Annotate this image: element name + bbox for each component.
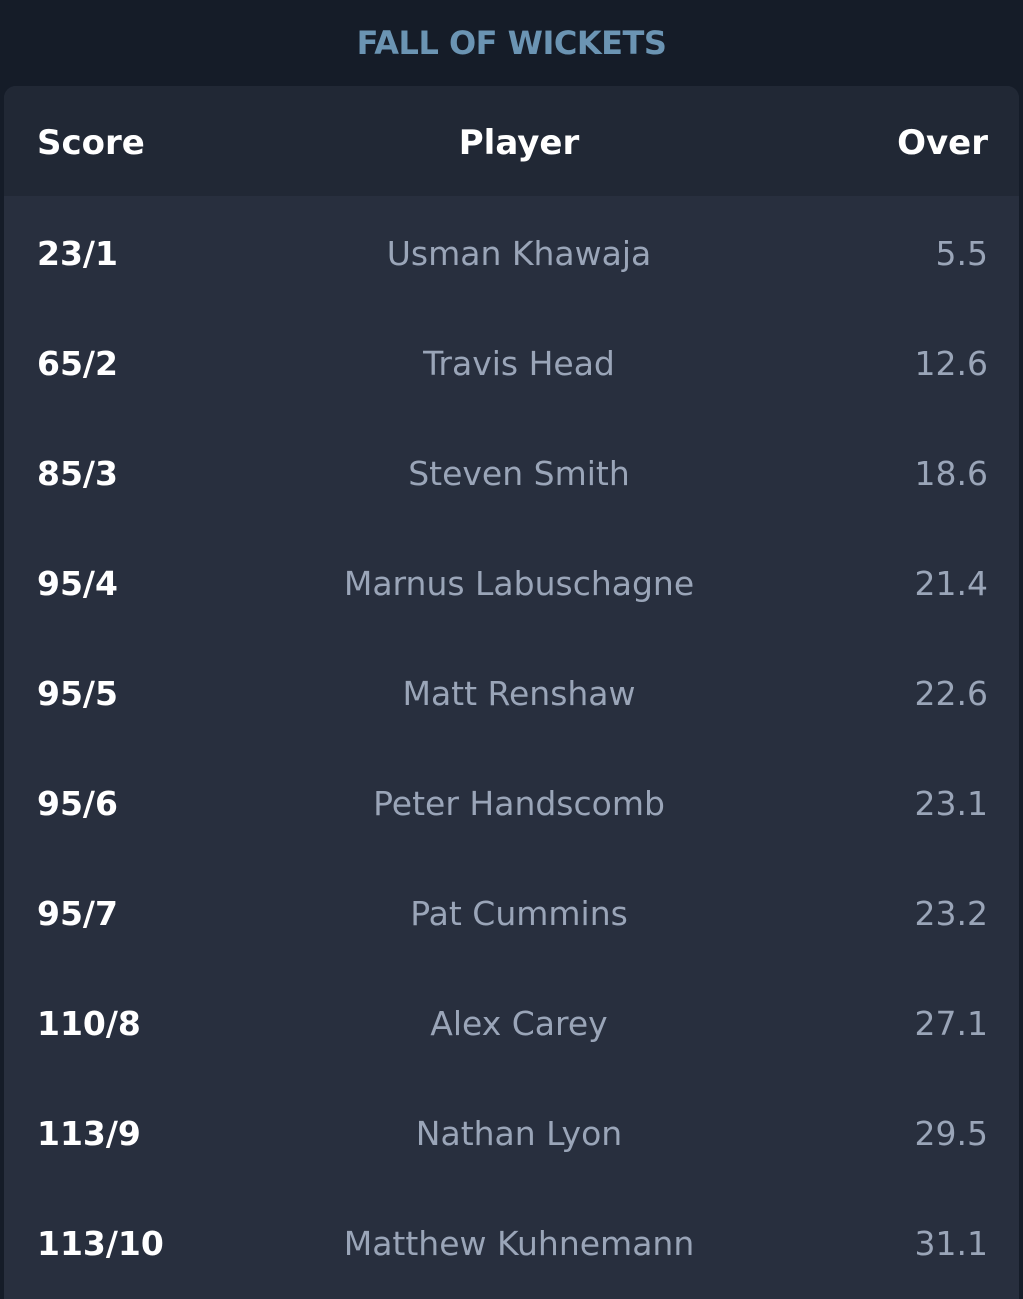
- table-row: 113/10 Matthew Kuhnemann 31.1: [4, 1186, 1019, 1296]
- table-row: 85/3 Steven Smith 18.6: [4, 416, 1019, 526]
- score-cell: 95/4: [37, 564, 118, 603]
- over-cell: 18.6: [914, 454, 988, 493]
- score-cell: 95/6: [37, 784, 118, 823]
- section-title: FALL OF WICKETS: [356, 24, 667, 62]
- score-cell: 95/5: [37, 674, 118, 713]
- table-row: 65/2 Travis Head 12.6: [4, 306, 1019, 416]
- player-cell[interactable]: Usman Khawaja: [386, 234, 652, 273]
- player-cell[interactable]: Steven Smith: [408, 454, 630, 493]
- over-cell: 12.6: [914, 344, 988, 383]
- table-row: 95/7 Pat Cummins 23.2: [4, 856, 1019, 966]
- player-cell[interactable]: Marnus Labuschagne: [343, 564, 695, 603]
- table-header-row: Score Player Over: [4, 86, 1019, 196]
- player-cell[interactable]: Nathan Lyon: [415, 1114, 623, 1153]
- player-cell[interactable]: Matt Renshaw: [402, 674, 636, 713]
- table-row: 95/6 Peter Handscomb 23.1: [4, 746, 1019, 856]
- player-cell[interactable]: Travis Head: [423, 344, 615, 383]
- player-cell[interactable]: Pat Cummins: [410, 894, 628, 933]
- header-player: Player: [458, 123, 580, 163]
- score-cell: 113/10: [37, 1224, 164, 1263]
- over-cell: 23.1: [914, 784, 988, 823]
- score-cell: 113/9: [37, 1114, 141, 1153]
- table-row: 23/1 Usman Khawaja 5.5: [4, 196, 1019, 306]
- over-cell: 27.1: [914, 1004, 988, 1043]
- header-over: Over: [897, 123, 988, 163]
- score-cell: 95/7: [37, 894, 118, 933]
- player-cell[interactable]: Peter Handscomb: [373, 784, 665, 823]
- over-cell: 5.5: [935, 234, 988, 273]
- over-cell: 21.4: [914, 564, 988, 603]
- player-cell[interactable]: Matthew Kuhnemann: [343, 1224, 695, 1263]
- over-cell: 23.2: [914, 894, 988, 933]
- table-body: 23/1 Usman Khawaja 5.5 65/2 Travis Head …: [4, 196, 1019, 1296]
- over-cell: 31.1: [914, 1224, 988, 1263]
- header-score: Score: [37, 123, 145, 163]
- score-cell: 23/1: [37, 234, 118, 273]
- over-cell: 29.5: [914, 1114, 988, 1153]
- table-row: 113/9 Nathan Lyon 29.5: [4, 1076, 1019, 1186]
- player-cell[interactable]: Alex Carey: [430, 1004, 608, 1043]
- score-cell: 65/2: [37, 344, 118, 383]
- score-cell: 110/8: [37, 1004, 141, 1043]
- table-row: 110/8 Alex Carey 27.1: [4, 966, 1019, 1076]
- score-cell: 85/3: [37, 454, 118, 493]
- table-row: 95/5 Matt Renshaw 22.6: [4, 636, 1019, 746]
- fall-of-wickets-table: Score Player Over 23/1 Usman Khawaja 5.5…: [4, 86, 1019, 1299]
- over-cell: 22.6: [914, 674, 988, 713]
- table-row: 95/4 Marnus Labuschagne 21.4: [4, 526, 1019, 636]
